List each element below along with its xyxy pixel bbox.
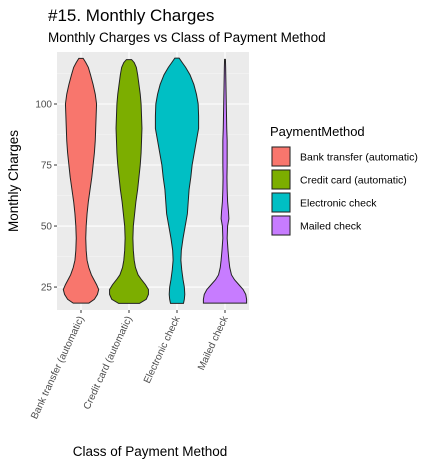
violin-credit-card-automatic — [109, 59, 149, 304]
violin-mailed-check — [202, 58, 248, 304]
x-axis-title: Class of Payment Method — [73, 444, 228, 459]
legend-label: Bank transfer (automatic) — [300, 152, 418, 164]
legend-swatch — [271, 215, 291, 236]
legend-label: Credit card (automatic) — [300, 175, 407, 187]
y-tick-label: 50 — [41, 222, 53, 233]
x-tick-label: Bank transfer (automatic) — [29, 315, 86, 421]
y-tick-label: 100 — [35, 99, 52, 110]
legend-swatch — [271, 192, 291, 213]
violins — [62, 57, 248, 304]
violin-electronic-check — [154, 57, 200, 304]
x-axis: Bank transfer (automatic)Credit card (au… — [29, 310, 231, 421]
y-axis: 25 50 75 100 — [35, 99, 57, 294]
violin-bank-transfer-automatic — [62, 57, 100, 304]
y-tick-label: 75 — [41, 161, 53, 172]
chart-title: #15. Monthly Charges — [48, 6, 214, 25]
legend-title: PaymentMethod — [270, 124, 365, 139]
legend-label: Electronic check — [300, 198, 377, 210]
y-tick-label: 25 — [41, 283, 53, 294]
legend-swatch — [271, 169, 291, 190]
x-tick-label: Electronic check — [142, 314, 183, 386]
legend: PaymentMethod Bank transfer (automatic) C… — [270, 124, 418, 236]
chart-subtitle: Monthly Charges vs Class of Payment Meth… — [48, 30, 326, 45]
x-tick-label: Credit card (automatic) — [82, 315, 135, 412]
x-tick-label: Mailed check — [196, 314, 231, 372]
legend-swatch — [271, 146, 291, 167]
y-axis-title: Monthly Charges — [6, 130, 21, 232]
legend-label: Mailed check — [300, 221, 362, 233]
